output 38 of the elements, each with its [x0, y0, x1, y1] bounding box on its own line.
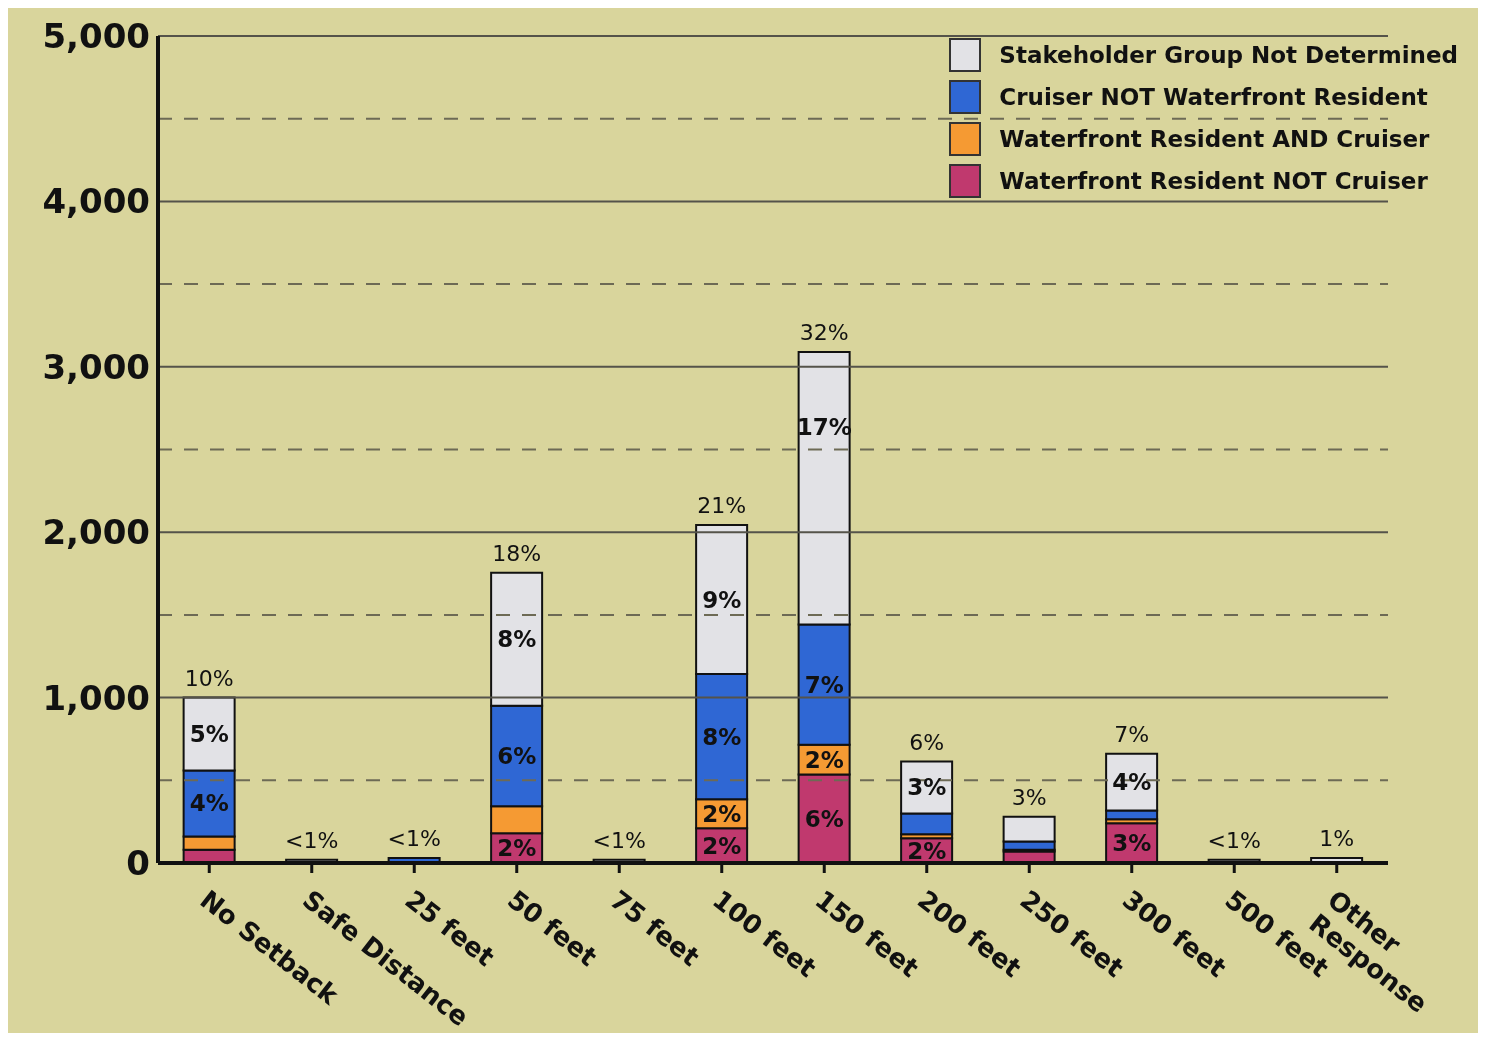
annotation: 8%	[497, 626, 537, 653]
annotation: 7%	[804, 671, 844, 698]
annotation: 3%	[1011, 784, 1047, 810]
annotation: 32%	[799, 320, 849, 346]
annotation: 5%	[189, 720, 229, 747]
annotation: 7%	[1114, 721, 1150, 747]
annotation: <1%	[1207, 827, 1261, 853]
legend-label: Waterfront Resident NOT Cruiser	[999, 168, 1428, 194]
annotation: 8%	[702, 723, 742, 750]
annotation: 2%	[907, 837, 947, 864]
annotation: <1%	[592, 827, 646, 853]
annotation: 6%	[909, 729, 945, 755]
annotation: 9%	[702, 586, 742, 613]
y-tick-label: 4,000	[42, 181, 150, 222]
annotation: 2%	[702, 832, 742, 859]
annotation: 21%	[697, 493, 747, 519]
y-tick-label: 3,000	[42, 346, 150, 387]
annotation: 6%	[804, 805, 844, 832]
annotation: 10%	[184, 665, 234, 691]
y-tick-label: 5,000	[42, 16, 150, 57]
legend-label: Waterfront Resident AND Cruiser	[999, 126, 1430, 152]
annotation: 1%	[1319, 826, 1355, 852]
annotation: 3%	[907, 774, 947, 801]
y-tick-label: 1,000	[42, 677, 150, 718]
annotation: 6%	[497, 743, 537, 770]
annotation: 4%	[189, 790, 229, 817]
y-tick-label: 2,000	[42, 512, 150, 553]
annotation: 3%	[1112, 830, 1152, 857]
y-tick-label: 0	[126, 843, 150, 884]
annotation: <1%	[387, 826, 441, 852]
annotation: 18%	[492, 540, 542, 566]
legend-label: Stakeholder Group Not Determined	[999, 42, 1458, 68]
annotation: 2%	[702, 800, 742, 827]
legend-label: Cruiser NOT Waterfront Resident	[999, 84, 1428, 110]
annotation: 2%	[804, 746, 844, 773]
annotation: 2%	[497, 835, 537, 862]
annotation: 4%	[1112, 769, 1152, 796]
annotation: <1%	[285, 827, 339, 853]
